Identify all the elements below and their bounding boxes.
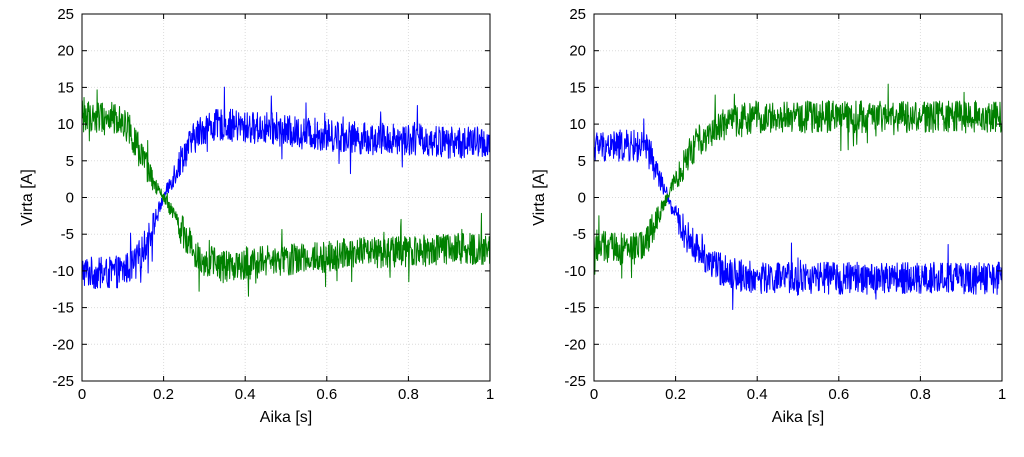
- x-axis-label: Aika [s]: [772, 409, 824, 426]
- chart-left: 0 0.2 0.4 0.6 0.8 1 25 20 15 10 5 0 -5 -10 -15 -20 -25 Ai…: [19, 6, 494, 426]
- x-tick-label: 0.2: [153, 386, 174, 403]
- y-tick-label: 15: [57, 79, 74, 96]
- y-tick-label: -15: [564, 300, 586, 317]
- x-tick-label: 0: [590, 386, 598, 403]
- series-line-blue: [593, 118, 1003, 311]
- y-tick-label: -10: [52, 263, 74, 280]
- x-tick-label: 0.6: [316, 386, 337, 403]
- series-line-green: [593, 83, 1003, 279]
- y-tick-label: 20: [57, 43, 74, 60]
- x-tick-label: 0.4: [747, 386, 768, 403]
- series-line-blue: [81, 86, 491, 290]
- y-tick-label: 25: [57, 6, 74, 23]
- y-tick-label: 0: [578, 190, 586, 207]
- x-tick-label: 0: [78, 386, 86, 403]
- y-tick-label: -5: [61, 226, 74, 243]
- y-tick-label: -5: [573, 226, 586, 243]
- x-tick-label: 0.6: [828, 386, 849, 403]
- y-tick-label: 10: [569, 116, 586, 133]
- y-tick-label: -20: [52, 336, 74, 353]
- x-tick-label: 1: [486, 386, 494, 403]
- y-tick-label: 15: [569, 79, 586, 96]
- y-tick-label: -15: [52, 300, 74, 317]
- series-line-green: [81, 89, 491, 297]
- chart-right: 0 0.2 0.4 0.6 0.8 1 25 20 15 10 5 0 -5 -10 -15 -20 -25 Ai…: [531, 6, 1006, 426]
- y-tick-label: 5: [578, 153, 586, 170]
- x-tick-label: 1: [998, 386, 1006, 403]
- y-tick-label: 5: [66, 153, 74, 170]
- x-tick-label: 0.2: [665, 386, 686, 403]
- y-tick-label: -20: [564, 336, 586, 353]
- y-axis-label: Virta [A]: [19, 169, 36, 226]
- y-tick-label: -25: [52, 373, 74, 390]
- x-tick-label: 0.4: [235, 386, 256, 403]
- y-tick-label: -25: [564, 373, 586, 390]
- x-tick-label: 0.8: [398, 386, 419, 403]
- y-tick-label: 10: [57, 116, 74, 133]
- x-tick-label: 0.8: [910, 386, 931, 403]
- y-tick-label: 20: [569, 43, 586, 60]
- y-tick-label: 25: [569, 6, 586, 23]
- y-axis-label: Virta [A]: [531, 169, 548, 226]
- x-axis-label: Aika [s]: [260, 409, 312, 426]
- y-tick-label: 0: [66, 190, 74, 207]
- y-tick-label: -10: [564, 263, 586, 280]
